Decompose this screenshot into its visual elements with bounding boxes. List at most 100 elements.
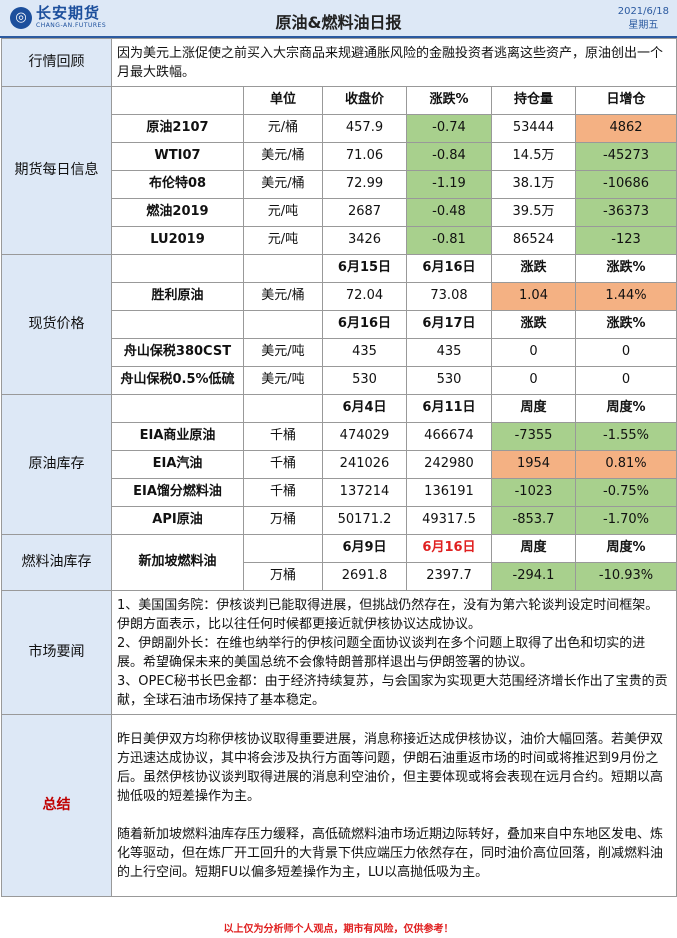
weekly-pct-cell: 0.81% xyxy=(574,450,677,479)
price-cell: 435 xyxy=(406,338,492,367)
table-row: 燃油2019 元/吨 2687 -0.48 39.5万 -36373 xyxy=(2,198,677,227)
unit-cell: 美元/吨 xyxy=(243,366,323,395)
inventory-header: 周度% xyxy=(574,394,677,423)
inventory-name: API原油 xyxy=(111,506,244,535)
daily-add-cell: -123 xyxy=(574,226,677,255)
fuel-inventory-label: 燃料油库存 xyxy=(1,534,112,591)
weekly-change-cell: -1023 xyxy=(491,478,576,507)
inventory-header: 6月11日 xyxy=(406,394,492,423)
weekly-pct-cell: -0.75% xyxy=(574,478,677,507)
logo-emblem-icon: ◎ xyxy=(10,6,32,29)
close-cell: 71.06 xyxy=(322,142,407,171)
table-row: API原油 万桶 50171.2 49317.5 -853.7 -1.70% xyxy=(2,506,677,535)
futures-header: 日增仓 xyxy=(574,86,677,115)
spot-label: 现货价格 xyxy=(1,254,112,395)
unit-cell: 美元/桶 xyxy=(243,170,323,199)
inventory-header: 6月4日 xyxy=(322,394,407,423)
logo-name: 长安期货 xyxy=(36,4,101,22)
market-news-label: 市场要闻 xyxy=(1,590,112,715)
inventory-name: 新加坡燃料油 xyxy=(111,534,244,591)
table-row: 万桶 2691.8 2397.7 -294.1 -10.93% xyxy=(2,562,677,591)
open-interest-cell: 38.1万 xyxy=(491,170,576,199)
table-row: 原油2107 元/桶 457.9 -0.74 53444 4862 xyxy=(2,114,677,143)
report-date: 2021/6/18 星期五 xyxy=(618,5,669,33)
futures-header: 涨跌% xyxy=(406,86,492,115)
unit-cell: 元/吨 xyxy=(243,198,323,227)
value-cell: 50171.2 xyxy=(322,506,407,535)
summary-paragraph: 昨日美伊双方均称伊核协议取得重要进展，消息称接近达成伊核协议，油价大幅回落。若美… xyxy=(117,731,664,804)
spot-header: 涨跌% xyxy=(574,310,677,339)
inventory-name: EIA商业原油 xyxy=(111,422,244,451)
spot-header: 6月17日 xyxy=(406,310,492,339)
unit-cell: 千桶 xyxy=(243,450,323,479)
news-item: 1、美国国务院：伊核谈判已能取得进展，但挑战仍然存在，没有为第六轮谈判设定时间框… xyxy=(117,597,659,632)
spot-header: 涨跌% xyxy=(574,254,677,283)
news-item: 3、OPEC秘书长巴金都：由于经济持续复苏，与会国家为实现更大范围经济增长作出了… xyxy=(117,673,668,708)
change-pct-cell: 1.44% xyxy=(574,282,677,311)
contract-name: 燃油2019 xyxy=(111,198,244,227)
weekly-pct-cell: -10.93% xyxy=(574,562,677,591)
logo-english-name: CHANG-AN.FUTURES xyxy=(36,22,107,29)
open-interest-cell: 39.5万 xyxy=(491,198,576,227)
weekday-value: 星期五 xyxy=(628,20,659,31)
close-cell: 457.9 xyxy=(322,114,407,143)
weekly-pct-cell: -1.70% xyxy=(574,506,677,535)
summary-label: 总结 xyxy=(1,714,112,897)
futures-header: 单位 xyxy=(243,86,323,115)
value-cell: 49317.5 xyxy=(406,506,492,535)
unit-cell: 元/桶 xyxy=(243,114,323,143)
market-news-text: 1、美国国务院：伊核谈判已能取得进展，但挑战仍然存在，没有为第六轮谈判设定时间框… xyxy=(110,590,677,715)
inventory-name: EIA馏分燃料油 xyxy=(111,478,244,507)
news-item: 2、伊朗副外长：在维也纳举行的伊核问题全面协议谈判在多个问题上取得了出色和切实的… xyxy=(117,635,646,670)
futures-header: 收盘价 xyxy=(322,86,407,115)
price-cell: 530 xyxy=(322,366,407,395)
daily-add-cell: -36373 xyxy=(574,198,677,227)
report-table: 行情回顾 因为美元上涨促使之前买入大宗商品来规避通胀风险的金融投资者逃离这些资产… xyxy=(1,38,677,897)
open-interest-cell: 14.5万 xyxy=(491,142,576,171)
change-pct-cell: 0 xyxy=(574,366,677,395)
price-cell: 435 xyxy=(322,338,407,367)
value-cell: 137214 xyxy=(322,478,407,507)
summary-paragraph: 随着新加坡燃料油库存压力缓释，高低硫燃料油市场近期边际转好，叠加来自中东地区发电… xyxy=(117,826,664,880)
spot-header: 涨跌 xyxy=(491,254,576,283)
report-title: 原油&燃料油日报 xyxy=(275,13,402,32)
value-cell: 2397.7 xyxy=(406,562,492,591)
product-name: 胜利原油 xyxy=(111,282,244,311)
table-row: EIA馏分燃料油 千桶 137214 136191 -1023 -0.75% xyxy=(2,478,677,507)
weekly-change-cell: -7355 xyxy=(491,422,576,451)
weekly-pct-cell: -1.55% xyxy=(574,422,677,451)
unit-cell: 千桶 xyxy=(243,478,323,507)
change-cell: 0 xyxy=(491,338,576,367)
value-cell: 241026 xyxy=(322,450,407,479)
product-name: 舟山保税0.5%低硫 xyxy=(111,366,244,395)
unit-cell: 千桶 xyxy=(243,422,323,451)
change-cell: 0 xyxy=(491,366,576,395)
weekly-change-cell: 1954 xyxy=(491,450,576,479)
value-cell: 136191 xyxy=(406,478,492,507)
inventory-name: EIA汽油 xyxy=(111,450,244,479)
change-cell: -0.48 xyxy=(406,198,492,227)
weekly-change-cell: -853.7 xyxy=(491,506,576,535)
date-value: 2021/6/18 xyxy=(617,6,669,17)
change-cell: -0.74 xyxy=(406,114,492,143)
spot-header: 6月16日 xyxy=(322,310,407,339)
review-text: 因为美元上涨促使之前买入大宗商品来规避通胀风险的金融投资者逃离这些资产，原油创出… xyxy=(110,38,677,87)
close-cell: 72.99 xyxy=(322,170,407,199)
product-name: 舟山保税380CST xyxy=(111,338,244,367)
unit-cell: 元/吨 xyxy=(243,226,323,255)
unit-cell: 万桶 xyxy=(243,506,323,535)
disclaimer: 以上仅为分析师个人观点，期市有风险，仅供参考！ xyxy=(223,924,454,935)
change-cell: 1.04 xyxy=(491,282,576,311)
crude-inventory-label: 原油库存 xyxy=(1,394,112,535)
daily-add-cell: -10686 xyxy=(574,170,677,199)
inventory-header: 6月16日 xyxy=(406,534,492,563)
value-cell: 242980 xyxy=(406,450,492,479)
value-cell: 466674 xyxy=(406,422,492,451)
futures-label: 期货每日信息 xyxy=(1,86,112,255)
close-cell: 3426 xyxy=(322,226,407,255)
change-cell: -0.81 xyxy=(406,226,492,255)
daily-add-cell: -45273 xyxy=(574,142,677,171)
close-cell: 2687 xyxy=(322,198,407,227)
inventory-header: 周度 xyxy=(491,394,576,423)
